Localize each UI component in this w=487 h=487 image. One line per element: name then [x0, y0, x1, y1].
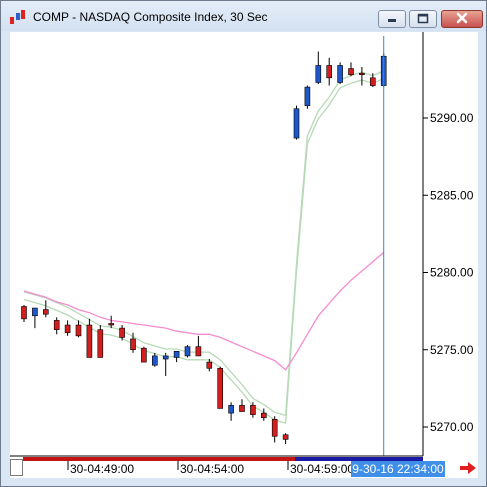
- time-scroll-bar-red: [23, 457, 423, 461]
- candle: [282, 433, 289, 444]
- x-axis: 30-04:49:00 30-04:54:00 30-04:59:00: [67, 461, 354, 476]
- candlestick-chart[interactable]: 5290.00 5285.00 5280.00 5275.00 5270.00 30-0…: [10, 32, 478, 478]
- y-tick-label: 5280.00: [430, 266, 474, 280]
- candle: [293, 105, 300, 140]
- candle-body: [141, 347, 147, 363]
- candle: [32, 307, 38, 329]
- candle-body: [348, 68, 354, 76]
- candle: [195, 335, 202, 357]
- candle-body: [97, 329, 104, 358]
- candle: [184, 345, 191, 358]
- candle: [369, 73, 376, 88]
- y-tick-label: 5275.00: [430, 343, 474, 357]
- price-plot: [21, 36, 387, 456]
- candle-body: [261, 412, 267, 419]
- chart-panel[interactable]: 5290.00 5285.00 5280.00 5275.00 5270.00 30-0…: [10, 32, 478, 478]
- chart-corner-box[interactable]: [10, 459, 23, 476]
- close-icon: [456, 12, 468, 24]
- candle-body: [173, 350, 180, 358]
- candle-body: [86, 324, 93, 358]
- candle-body: [108, 323, 114, 326]
- candle: [97, 325, 104, 358]
- scroll-right-arrow-icon[interactable]: [458, 460, 478, 476]
- candle-body: [206, 361, 213, 369]
- ma-slow-line: [23, 251, 385, 371]
- minimize-icon: [388, 19, 396, 22]
- candle-body: [64, 324, 71, 334]
- candle: [64, 320, 71, 336]
- candle-body: [21, 306, 27, 320]
- candle-body: [337, 65, 343, 83]
- candle-body: [304, 86, 311, 106]
- candle-body: [75, 324, 82, 337]
- candle-body: [326, 65, 333, 79]
- candle-body: [293, 108, 300, 139]
- crosshair-time-label: 9-30-16 22:34:00: [351, 461, 445, 477]
- x-tick-label: 30-04:54:00: [180, 462, 244, 476]
- candle-body: [162, 355, 169, 360]
- candle: [21, 304, 27, 322]
- candle: [250, 402, 256, 418]
- candle: [359, 67, 365, 86]
- candle-body: [239, 405, 245, 412]
- candle: [315, 51, 322, 85]
- candle: [206, 359, 213, 372]
- candle-body: [315, 65, 322, 83]
- candle-body: [217, 367, 223, 409]
- candle: [42, 300, 49, 318]
- y-tick-label: 5285.00: [430, 188, 474, 202]
- candle-body: [228, 405, 234, 414]
- candle: [119, 325, 125, 341]
- candle-body: [53, 320, 60, 330]
- candle: [75, 320, 82, 338]
- ma-fast-upper-line: [23, 70, 384, 417]
- candle: [228, 402, 234, 421]
- title-bar[interactable]: COMP - NASDAQ Composite Index, 30 Sec: [1, 1, 486, 31]
- candle: [217, 366, 223, 409]
- candle-body: [152, 355, 158, 366]
- candle: [130, 332, 136, 353]
- restore-icon: [417, 13, 429, 24]
- candle: [141, 346, 147, 363]
- candle-body: [282, 434, 289, 440]
- candle: [152, 352, 158, 367]
- candle-body: [119, 327, 125, 338]
- candle-body: [184, 346, 191, 357]
- candle: [162, 352, 169, 377]
- time-scroll-bar-blue: [295, 457, 423, 461]
- minimize-button[interactable]: [378, 10, 406, 28]
- candle: [348, 62, 354, 77]
- candle-body: [359, 72, 365, 75]
- candle-body: [271, 418, 278, 437]
- candle-body: [130, 338, 136, 351]
- candle: [304, 85, 311, 109]
- candle: [86, 318, 93, 358]
- restore-button[interactable]: [409, 10, 437, 28]
- close-button[interactable]: [441, 10, 483, 28]
- window-title: COMP - NASDAQ Composite Index, 30 Sec: [33, 10, 268, 24]
- candle: [326, 57, 333, 86]
- x-tick-label: 30-04:49:00: [70, 462, 134, 476]
- x-tick-label: 30-04:59:00: [290, 462, 354, 476]
- candle: [337, 62, 343, 85]
- ma-fast-lower-line: [23, 78, 384, 424]
- y-tick-label: 5270.00: [430, 420, 474, 434]
- candle: [173, 350, 180, 363]
- candle-body: [369, 77, 376, 86]
- candle: [261, 408, 267, 421]
- candle: [239, 399, 245, 412]
- y-tick-label: 5290.00: [430, 111, 474, 125]
- candle-body: [250, 405, 256, 415]
- app-logo-icon: [10, 10, 25, 24]
- candle-body: [195, 346, 202, 357]
- candle-body: [42, 309, 49, 315]
- candle: [53, 317, 60, 335]
- candle-body: [32, 307, 38, 317]
- candle: [108, 315, 114, 329]
- candle: [271, 416, 278, 443]
- y-axis: 5290.00 5285.00 5280.00 5275.00 5270.00: [423, 111, 474, 434]
